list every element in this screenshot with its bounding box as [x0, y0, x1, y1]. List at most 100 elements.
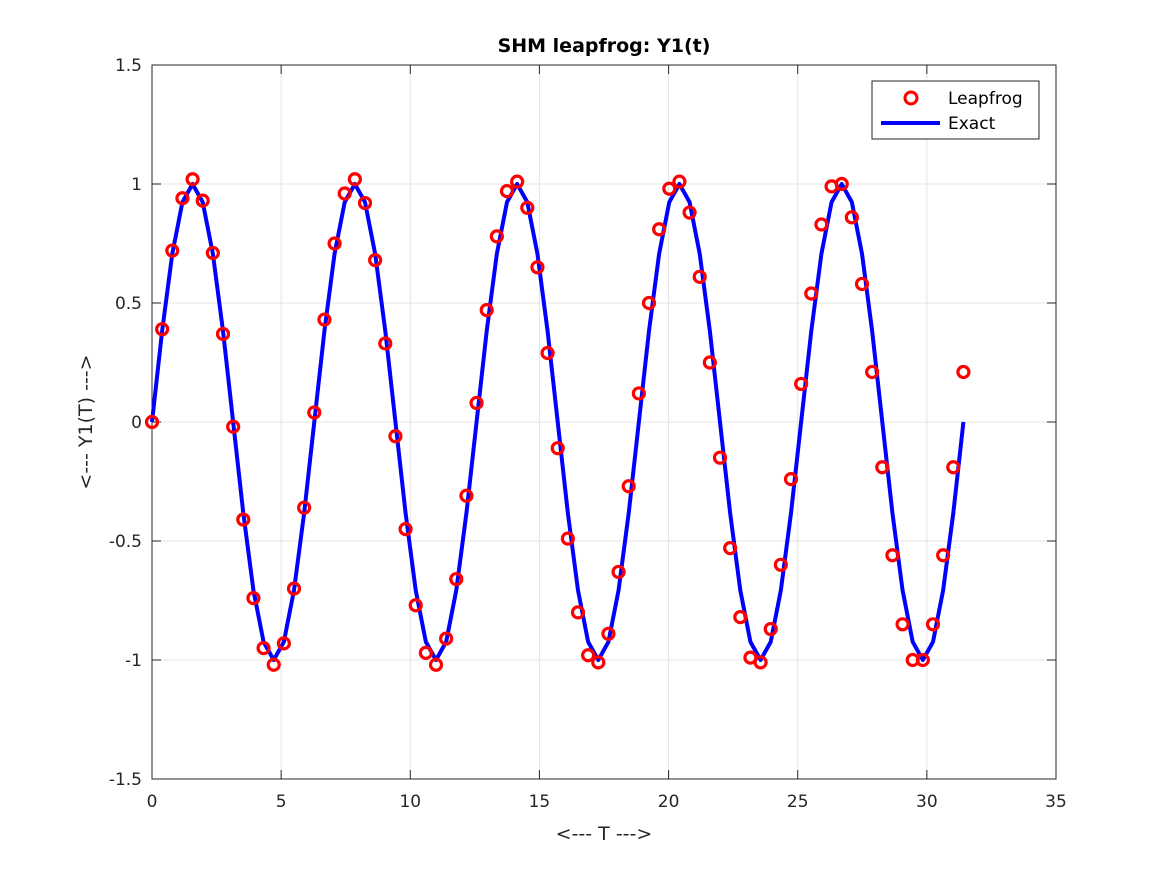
leapfrog-point: [317, 312, 332, 327]
leapfrog-point: [936, 548, 951, 563]
x-tick-label: 35: [1045, 792, 1067, 812]
leapfrog-point: [266, 657, 281, 672]
y-tick-label: -1.5: [109, 770, 142, 790]
leapfrog-point: [510, 174, 525, 189]
tick-labels: 0 5 10 15 20 25 30 35 -1.5 -1 -0.5 0 0.5 1 1.5: [109, 56, 1067, 812]
legend-box: [871, 80, 1040, 140]
leapfrog-point: [895, 617, 910, 632]
leapfrog-point: [215, 326, 231, 342]
leapfrog-point: [195, 193, 210, 208]
series-leapfrog: [144, 172, 971, 672]
leapfrog-point: [155, 322, 170, 337]
y-tick-label: 0.5: [115, 294, 142, 314]
leapfrog-point: [428, 657, 444, 672]
leapfrog-point: [144, 414, 160, 430]
leapfrog-point: [226, 419, 241, 434]
y-tick-label: -0.5: [109, 532, 142, 552]
leapfrog-point: [337, 186, 352, 201]
leapfrog-point: [570, 605, 586, 620]
leapfrog-point: [814, 217, 829, 232]
leapfrog-point: [368, 253, 383, 268]
leapfrog-point: [378, 336, 393, 351]
leapfrog-point: [408, 598, 423, 613]
leapfrog-point: [165, 243, 180, 258]
leapfrog-point: [844, 210, 859, 225]
leapfrog-point: [520, 200, 535, 215]
x-tick-label: 10: [399, 792, 421, 812]
x-tick-label: 0: [147, 792, 158, 812]
leapfrog-point: [712, 450, 728, 465]
leapfrog-point: [854, 276, 870, 292]
leapfrog-point: [540, 345, 555, 361]
leapfrog-point: [307, 405, 322, 420]
x-tick-label: 30: [916, 792, 938, 812]
leapfrog-point: [702, 355, 717, 370]
leapfrog-point: [469, 395, 484, 411]
leapfrog-point: [601, 626, 616, 641]
legend-marker-leapfrog: [903, 90, 919, 106]
leapfrog-point: [347, 172, 362, 187]
leapfrog-point: [885, 548, 900, 563]
leapfrog-point: [723, 541, 738, 556]
leapfrog-point: [753, 655, 768, 670]
x-tick-label: 25: [787, 792, 809, 812]
x-tick-label: 20: [658, 792, 680, 812]
leapfrog-point: [672, 174, 687, 189]
leapfrog-point: [439, 631, 454, 646]
legend-label-exact: Exact: [948, 114, 996, 134]
leapfrog-point: [865, 364, 880, 380]
leapfrog-point: [327, 236, 342, 251]
leapfrog-point: [286, 581, 302, 596]
leapfrog-point: [692, 269, 707, 284]
leapfrog-point: [276, 636, 291, 651]
leapfrog-point: [611, 564, 626, 580]
leapfrog-point: [631, 386, 646, 401]
leapfrog-point: [357, 195, 373, 211]
leapfrog-point: [915, 652, 930, 668]
legend-label-leapfrog: Leapfrog: [948, 89, 1023, 109]
leapfrog-point: [489, 229, 504, 244]
leapfrog-point: [560, 531, 575, 546]
leapfrog-point: [499, 184, 515, 199]
leapfrog-point: [550, 441, 565, 456]
y-tick-label: -1: [125, 651, 142, 671]
leapfrog-point: [733, 610, 748, 625]
leapfrog-point: [591, 655, 606, 670]
leapfrog-point: [256, 640, 271, 656]
series-line-exact: [150, 182, 966, 662]
leapfrog-point: [652, 222, 667, 237]
y-axis-label: <--- Y1(T) --->: [75, 354, 97, 489]
leapfrog-point: [682, 205, 697, 220]
y-tick-label: 0: [131, 413, 142, 433]
leapfrog-point: [418, 645, 433, 660]
leapfrog-point: [641, 295, 657, 311]
leapfrog-point: [459, 488, 474, 503]
leapfrog-point: [398, 521, 413, 537]
leapfrog-point: [763, 621, 778, 637]
y-tick-label: 1: [131, 175, 142, 195]
leapfrog-point: [449, 571, 464, 587]
leapfrog-point: [794, 376, 809, 392]
x-tick-label: 15: [529, 792, 551, 812]
leapfrog-point: [773, 557, 788, 572]
leapfrog-point: [175, 191, 190, 206]
x-tick-label: 5: [276, 792, 287, 812]
leapfrog-point: [205, 245, 220, 261]
leapfrog-point: [804, 286, 819, 301]
leapfrog-point: [783, 472, 799, 487]
y-tick-label: 1.5: [115, 56, 142, 76]
leapfrog-point: [662, 181, 677, 196]
leapfrog-point: [479, 303, 494, 318]
leapfrog-point: [956, 364, 971, 380]
leapfrog-point: [185, 172, 200, 187]
leapfrog-point: [530, 260, 545, 275]
legend: Leapfrog Exact: [871, 80, 1040, 140]
leapfrog-point: [925, 617, 941, 632]
leapfrog-point: [388, 429, 403, 444]
leapfrog-point: [621, 479, 636, 494]
leapfrog-point: [834, 176, 849, 192]
series-exact: [150, 182, 966, 662]
leapfrog-point: [297, 500, 312, 515]
leapfrog-point: [946, 460, 961, 475]
